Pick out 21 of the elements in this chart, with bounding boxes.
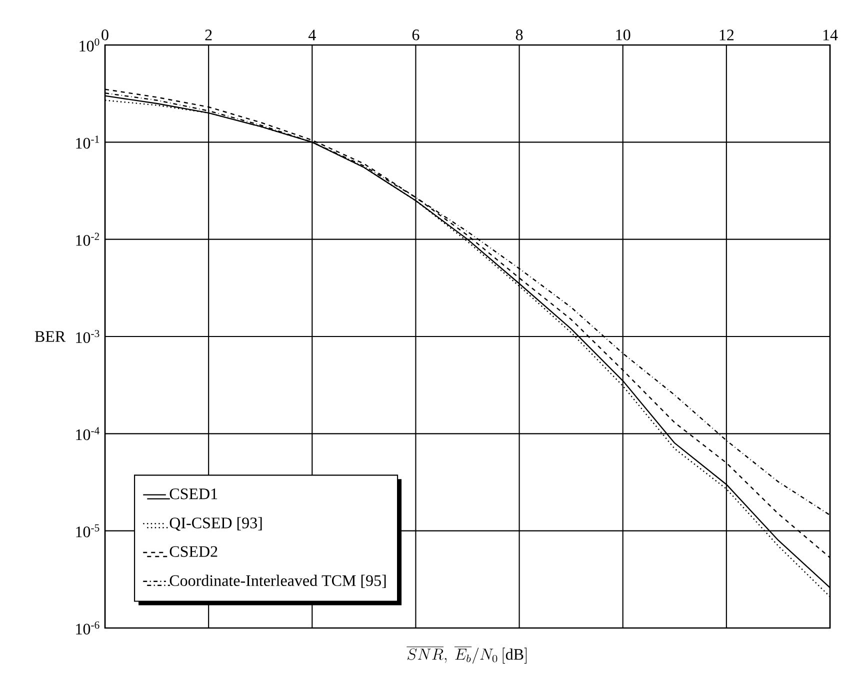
x-tick-label: 6 — [412, 30, 420, 40]
x-tick-label: 0 — [102, 29, 108, 40]
x-axis-title: $\overline{SNR},\ \overline{E_b}/N_0\,[\mathrm{dB}]$ — [406, 646, 527, 664]
x-tick-label: 2 — [205, 30, 212, 40]
y-axis-title: BER — [34, 331, 66, 342]
x-tick-label: 4 — [308, 30, 316, 40]
x-tick-label: 10 — [616, 29, 630, 40]
legend-label: Coordinate-Interleaved TCM [95] — [170, 574, 386, 588]
legend-label: QI-CSED [93] — [170, 517, 262, 531]
x-tick-label: 8 — [516, 29, 523, 40]
y-tick-label: 10$^{-4}$ — [76, 427, 100, 440]
legend-label: CSED2 — [170, 546, 218, 557]
y-tick-label: 10$^{-6}$ — [76, 621, 100, 634]
y-tick-label: 10$^{-1}$ — [76, 136, 99, 149]
x-tick-label: 12 — [720, 30, 734, 40]
y-tick-label: 10$^{-5}$ — [76, 524, 100, 538]
y-tick-label: 10$^{-2}$ — [76, 232, 100, 246]
legend-label: CSED1 — [170, 488, 218, 500]
y-tick-label: 10$^{0}$ — [80, 38, 100, 52]
x-tick-label: 14 — [823, 30, 838, 40]
y-tick-label: 10$^{-3}$ — [76, 330, 100, 343]
